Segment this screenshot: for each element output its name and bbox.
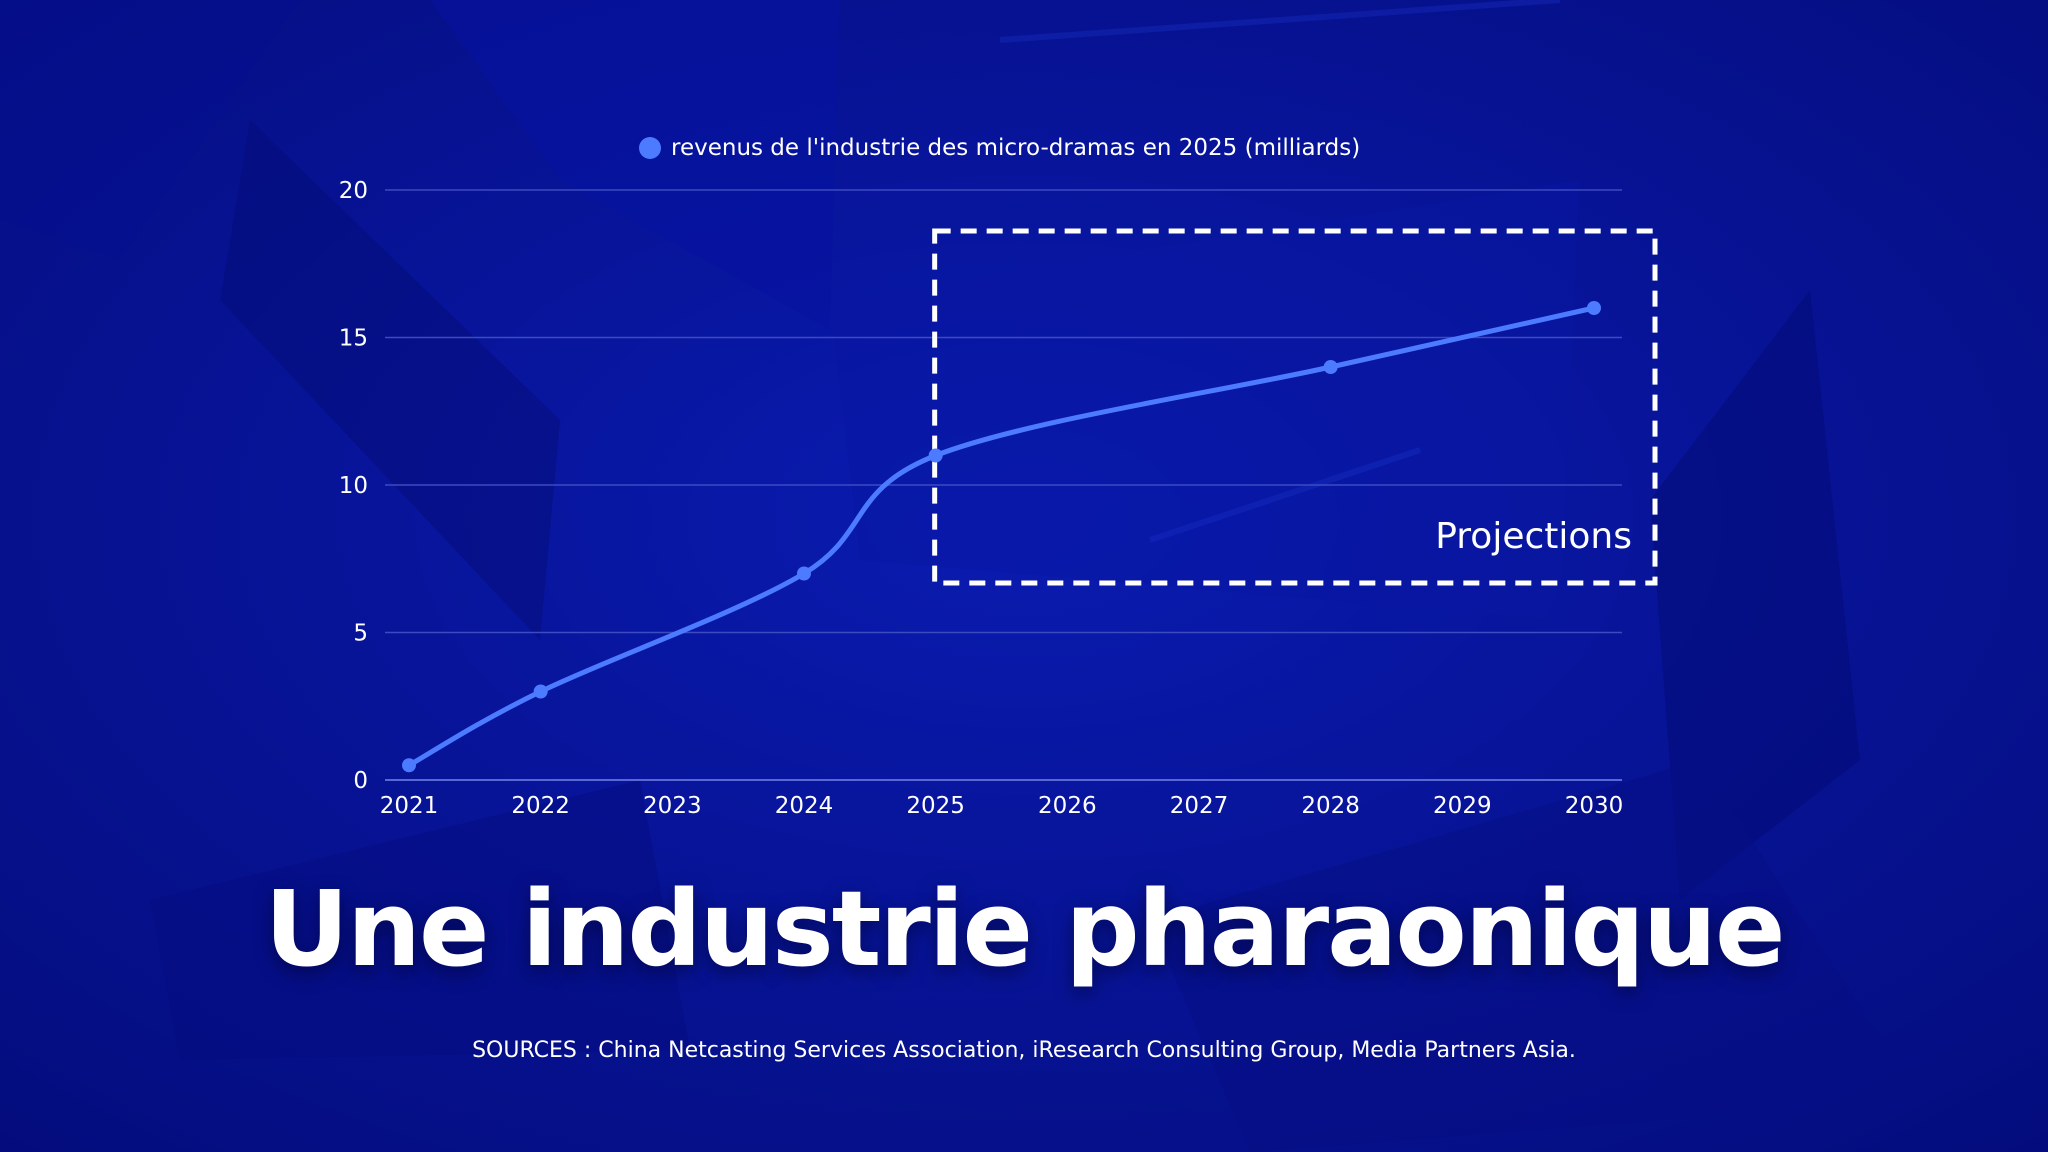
- y-tick-label: 10: [339, 473, 368, 499]
- sources-note: SOURCES : China Netcasting Services Asso…: [472, 1038, 1576, 1063]
- x-tick-label: 2024: [775, 793, 834, 819]
- legend-label: revenus de l'industrie des micro-dramas …: [671, 135, 1361, 161]
- projection-label: Projections: [1435, 516, 1632, 557]
- y-tick-label: 0: [353, 768, 368, 794]
- data-point: [1323, 360, 1338, 374]
- y-tick-label: 20: [339, 178, 368, 204]
- y-tick-label: 15: [339, 326, 368, 352]
- projection-box: [932, 228, 1658, 586]
- x-axis-ticks: 2021 2022 2023 2024 2025 2026 2027 2028 2029 2030: [380, 793, 1624, 819]
- legend-marker-icon: [639, 137, 661, 159]
- data-point: [797, 566, 811, 581]
- x-tick-label: 2023: [643, 793, 702, 819]
- chart-legend: revenus de l'industrie des micro-dramas …: [639, 132, 1360, 164]
- x-tick-label: 2026: [1038, 793, 1097, 819]
- page-title: Une industrie pharaonique: [264, 868, 1786, 990]
- x-tick-label: 2029: [1433, 793, 1492, 819]
- data-point: [928, 448, 943, 463]
- data-point: [402, 758, 416, 773]
- y-axis-ticks: 0 5 10 15 20: [339, 178, 368, 794]
- x-tick-label: 2027: [1170, 793, 1229, 819]
- x-tick-label: 2021: [380, 793, 439, 819]
- series-points: [402, 301, 1601, 773]
- x-tick-label: 2030: [1565, 793, 1624, 819]
- data-point: [533, 684, 548, 699]
- x-tick-label: 2022: [511, 793, 570, 819]
- x-tick-label: 2028: [1301, 793, 1360, 819]
- data-point: [1587, 301, 1601, 315]
- chart-gridlines: [385, 189, 1622, 781]
- y-tick-label: 5: [353, 621, 368, 647]
- x-tick-label: 2025: [906, 793, 965, 819]
